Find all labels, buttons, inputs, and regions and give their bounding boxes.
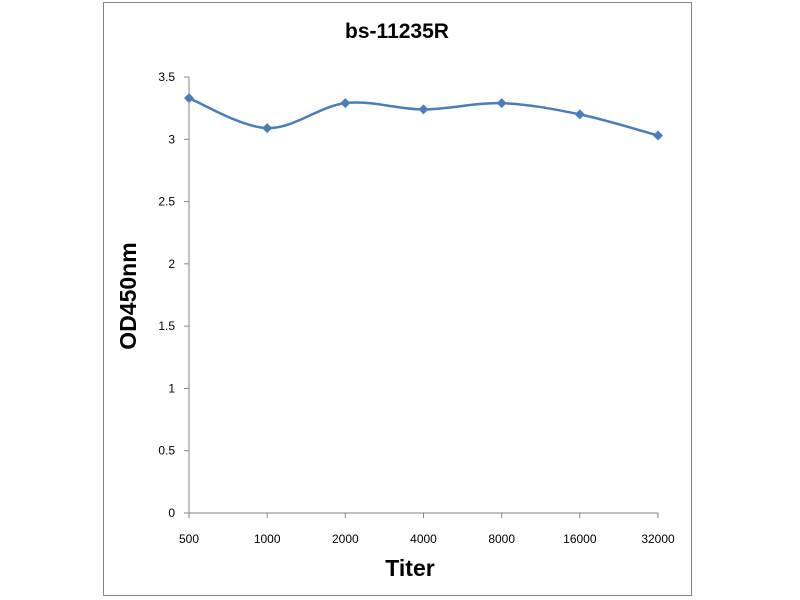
data-point-marker <box>262 123 273 134</box>
y-axis-title: OD450nm <box>115 242 141 349</box>
y-tick-label: 2.5 <box>158 195 175 209</box>
y-tick-label: 3 <box>168 132 175 146</box>
y-tick-label: 0 <box>168 506 175 520</box>
y-tick-label: 3.5 <box>158 70 175 84</box>
x-tick-label: 4000 <box>410 532 437 546</box>
x-tick-label: 8000 <box>488 532 515 546</box>
x-tick-label: 2000 <box>332 532 359 546</box>
y-tick-label: 2 <box>168 257 175 271</box>
x-tick-label: 32000 <box>641 532 675 546</box>
chart-area <box>103 2 692 596</box>
data-point-marker <box>496 98 507 109</box>
y-tick-label: 1.5 <box>158 319 175 333</box>
series-line <box>188 97 659 137</box>
data-point-marker <box>653 130 663 141</box>
data-point-marker <box>184 93 194 104</box>
x-tick-label: 500 <box>179 532 199 546</box>
x-axis-title: Titer <box>385 555 434 581</box>
data-point-marker <box>574 109 585 120</box>
y-tick-label: 1 <box>168 381 175 395</box>
series-group <box>184 93 663 141</box>
data-point-marker <box>340 98 351 109</box>
chart-title: bs-11235R <box>345 20 449 43</box>
data-point-marker <box>418 104 429 115</box>
x-tick-label: 16000 <box>563 532 597 546</box>
y-tick-label: 0.5 <box>158 444 175 458</box>
y-axis-tick-labels: 0 0.5 1 1.5 2 2.5 3 3.5 <box>158 70 189 520</box>
x-axis-tick-labels: 500 1000 2000 4000 8000 16000 32000 <box>179 513 675 546</box>
x-tick-label: 1000 <box>254 532 281 546</box>
